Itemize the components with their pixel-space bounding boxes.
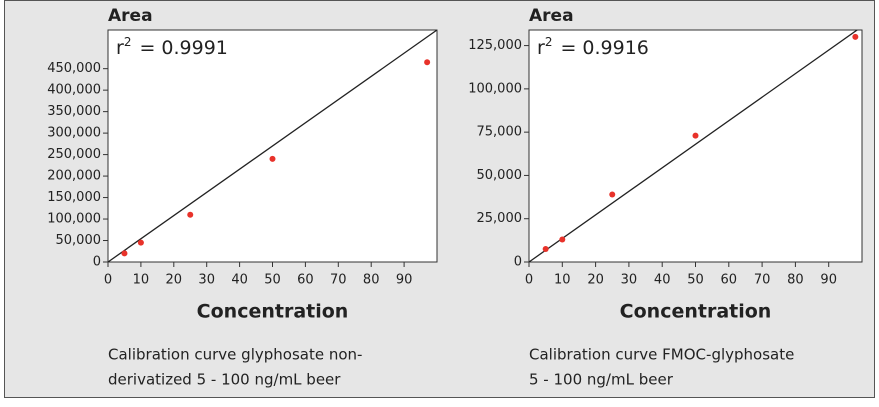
x-tick-label: 60	[297, 273, 314, 288]
data-point	[609, 191, 616, 198]
x-axis-label: Concentration	[197, 301, 349, 323]
chart-title: Area	[108, 6, 153, 26]
data-point	[852, 33, 859, 40]
y-tick-label: 350,000	[47, 104, 101, 119]
x-axis-label: Concentration	[620, 301, 772, 323]
caption: derivatized 5 - 100 ng/mL beer	[108, 371, 341, 389]
y-tick-label: 125,000	[468, 38, 522, 53]
data-point	[424, 59, 431, 66]
x-tick-label: 90	[396, 273, 413, 288]
annotation-base: r	[116, 37, 124, 59]
x-tick-label: 40	[231, 273, 248, 288]
y-tick-label: 200,000	[47, 169, 101, 184]
x-tick-label: 20	[166, 273, 183, 288]
data-point	[269, 155, 276, 162]
y-tick-label: 300,000	[47, 126, 101, 141]
y-tick-label: 250,000	[47, 147, 101, 162]
x-tick-label: 50	[687, 273, 704, 288]
y-tick-label: 100,000	[47, 212, 101, 227]
x-tick-label: 20	[587, 273, 604, 288]
x-tick-label: 60	[721, 273, 738, 288]
y-tick-label: 400,000	[47, 83, 101, 98]
x-tick-label: 70	[330, 273, 347, 288]
x-tick-label: 80	[363, 273, 380, 288]
annotation: r2 = 0.9991	[116, 35, 228, 59]
y-tick-label: 100,000	[468, 81, 522, 96]
x-tick-label: 50	[264, 273, 281, 288]
x-tick-label: 10	[133, 273, 150, 288]
annotation-base: r	[537, 37, 545, 59]
x-tick-label: 10	[554, 273, 571, 288]
annotation-sup: 2	[124, 35, 132, 49]
annotation-sup: 2	[545, 35, 553, 49]
y-tick-label: 50,000	[56, 233, 102, 248]
data-point	[692, 132, 699, 139]
data-point	[187, 211, 194, 218]
caption: Calibration curve glyphosate non-	[108, 346, 362, 364]
data-point	[559, 236, 566, 243]
x-tick-label: 70	[754, 273, 771, 288]
data-point	[542, 246, 549, 253]
x-tick-label: 0	[525, 273, 533, 288]
x-tick-label: 30	[198, 273, 215, 288]
y-tick-label: 25,000	[477, 211, 523, 226]
caption: 5 - 100 ng/mL beer	[529, 371, 674, 389]
chart-title: Area	[529, 6, 574, 26]
x-tick-label: 40	[654, 273, 671, 288]
y-tick-label: 450,000	[47, 61, 101, 76]
y-tick-label: 75,000	[477, 125, 523, 140]
x-tick-label: 90	[820, 273, 837, 288]
annotation: r2 = 0.9916	[537, 35, 649, 59]
data-point	[121, 250, 128, 257]
y-tick-label: 0	[93, 255, 101, 270]
y-tick-label: 0	[514, 255, 522, 270]
y-tick-label: 150,000	[47, 190, 101, 205]
x-tick-label: 30	[621, 273, 638, 288]
annotation-rest: = 0.9991	[139, 37, 227, 59]
annotation-rest: = 0.9916	[560, 37, 648, 59]
data-point	[137, 239, 144, 246]
fit-line	[529, 30, 859, 262]
caption: Calibration curve FMOC-glyphosate	[529, 346, 794, 364]
y-tick-label: 50,000	[477, 168, 523, 183]
fit-line	[108, 30, 437, 262]
x-tick-label: 0	[104, 273, 112, 288]
x-tick-label: 80	[787, 273, 804, 288]
